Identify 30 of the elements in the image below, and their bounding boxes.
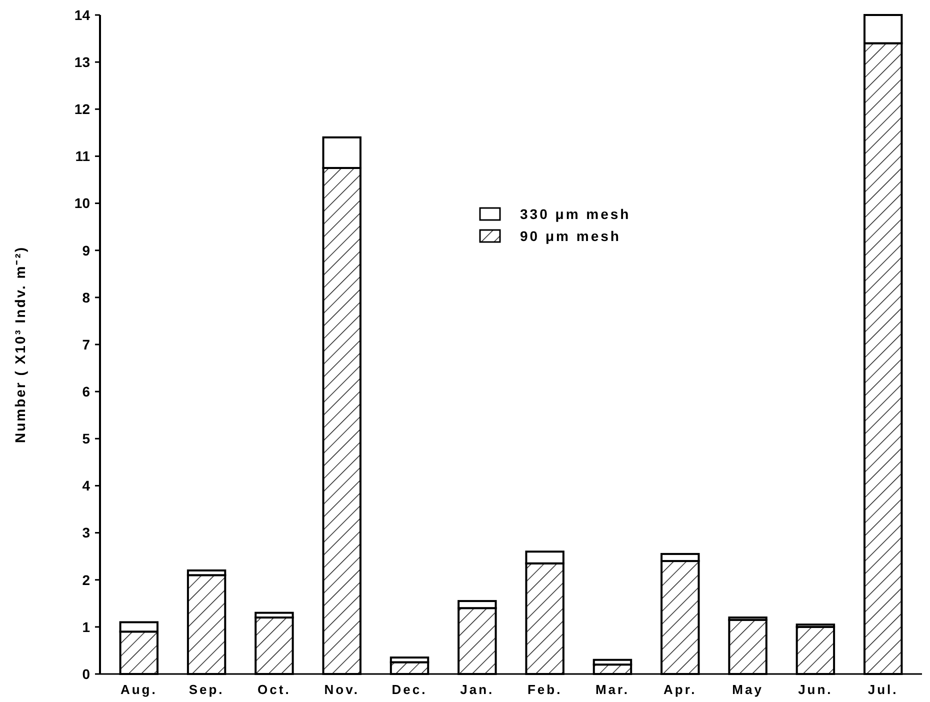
y-tick-label: 3	[82, 524, 90, 541]
x-tick-label: Feb.	[527, 682, 562, 697]
x-tick-label: Oct.	[258, 682, 291, 697]
y-tick-label: 4	[82, 478, 90, 494]
x-tick-label: Nov.	[324, 682, 360, 697]
y-tick-label: 0	[82, 666, 90, 682]
y-tick-label: 8	[82, 289, 90, 306]
y-tick-label: 6	[82, 383, 90, 400]
x-tick-label: Jan.	[460, 682, 494, 697]
x-tick-label: Apr.	[663, 682, 697, 697]
x-tick-label: Sep.	[188, 682, 224, 697]
y-tick-label: 13	[74, 54, 90, 70]
y-tick-label: 14	[74, 6, 90, 23]
y-tick-label: 9	[82, 242, 90, 258]
x-tick-label: May	[732, 682, 764, 697]
y-tick-label: 12	[74, 101, 90, 118]
y-axis-title: Number ( X10³ Indv. m⁻²)	[12, 246, 28, 444]
y-tick-label: 10	[74, 195, 90, 212]
y-tick-label: 1	[82, 618, 90, 635]
x-tick-label: Mar.	[595, 682, 630, 697]
legend-label: 90 μm mesh	[520, 228, 621, 244]
x-tick-label: Dec.	[392, 682, 428, 697]
y-tick-label: 5	[82, 430, 90, 447]
legend-label: 330 μm mesh	[520, 206, 631, 222]
x-tick-label: Jul.	[868, 682, 898, 697]
y-tick-label: 7	[82, 336, 90, 352]
x-tick-label: Jun.	[798, 682, 833, 697]
x-tick-label: Aug.	[120, 682, 158, 697]
y-tick-label: 11	[75, 148, 90, 164]
y-tick-label: 2	[82, 572, 90, 588]
